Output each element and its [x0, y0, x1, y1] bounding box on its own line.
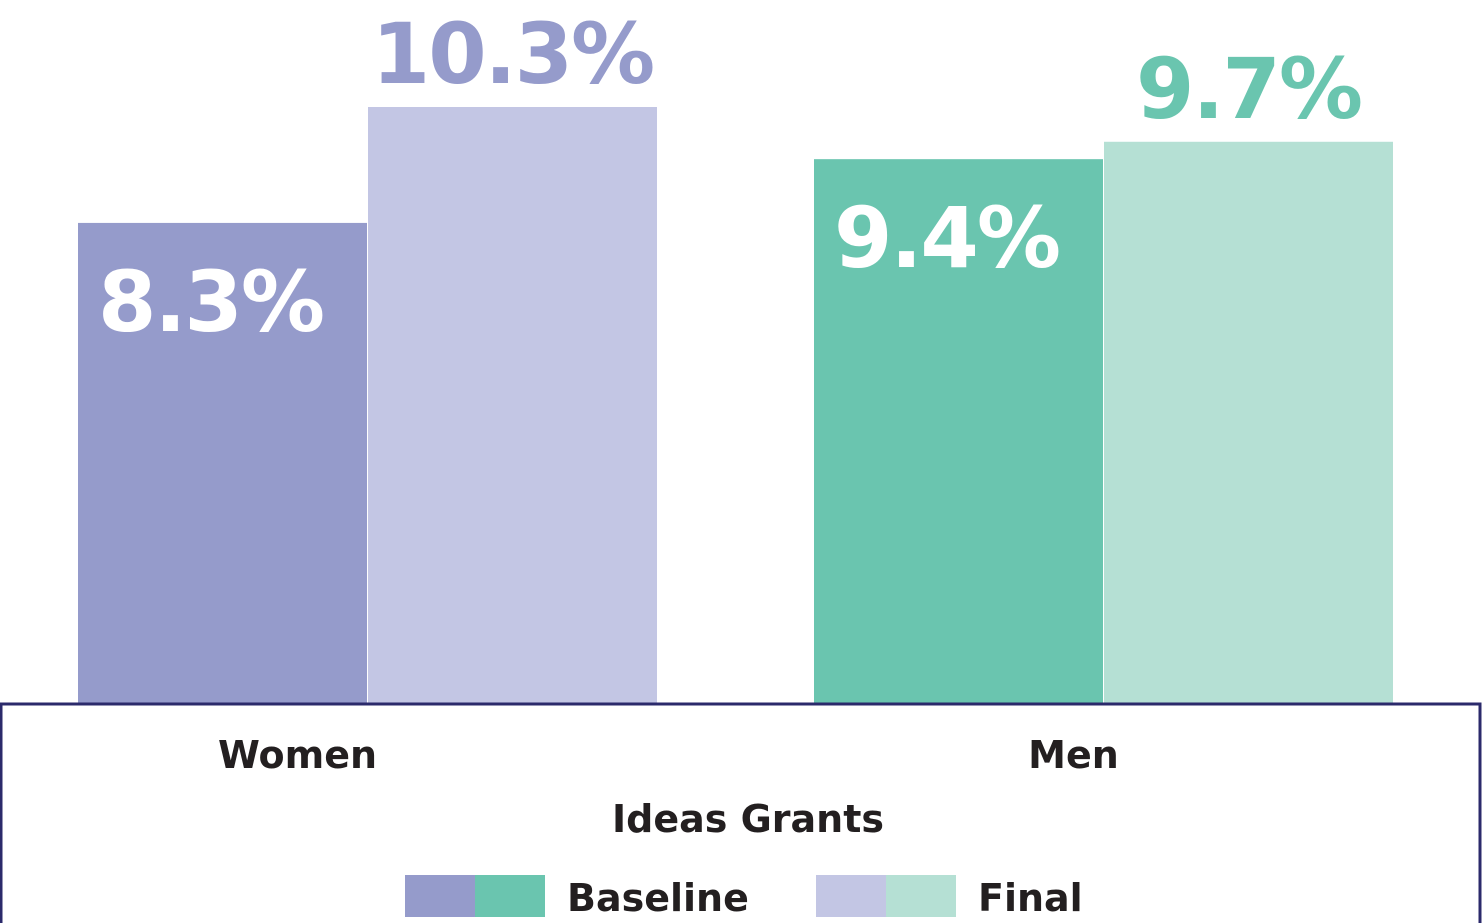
category-labels-layer: Women Men: [218, 733, 1119, 777]
value-label-men-baseline: 9.4%: [834, 189, 1059, 287]
legend-item-final: Final: [816, 875, 1083, 920]
x-axis-title: Ideas Grants: [612, 797, 884, 841]
bar-men-final: [1104, 141, 1393, 704]
x-axis-frame: [0, 702, 1482, 923]
legend-item-baseline: Baseline: [405, 875, 749, 920]
legend: Baseline Final: [405, 875, 1083, 920]
bar-women-baseline: [78, 222, 367, 704]
legend-label-baseline: Baseline: [567, 876, 749, 920]
legend-label-final: Final: [978, 876, 1083, 920]
bar-women-final: [368, 107, 657, 704]
category-label-men: Men: [1028, 733, 1119, 777]
value-labels-layer: 8.3% 10.3% 9.4% 9.7%: [98, 5, 1363, 351]
bar-men-baseline: [814, 159, 1103, 705]
bars-layer: [78, 107, 1393, 705]
value-label-women-baseline: 8.3%: [98, 253, 323, 351]
value-label-men-final: 9.7%: [1136, 40, 1361, 138]
legend-swatch-final-women: [816, 875, 886, 917]
category-label-women: Women: [218, 733, 377, 777]
legend-swatch-baseline-men: [475, 875, 545, 917]
legend-swatch-baseline-women: [405, 875, 475, 917]
legend-swatch-final-men: [886, 875, 956, 917]
value-label-women-final: 10.3%: [372, 5, 653, 103]
